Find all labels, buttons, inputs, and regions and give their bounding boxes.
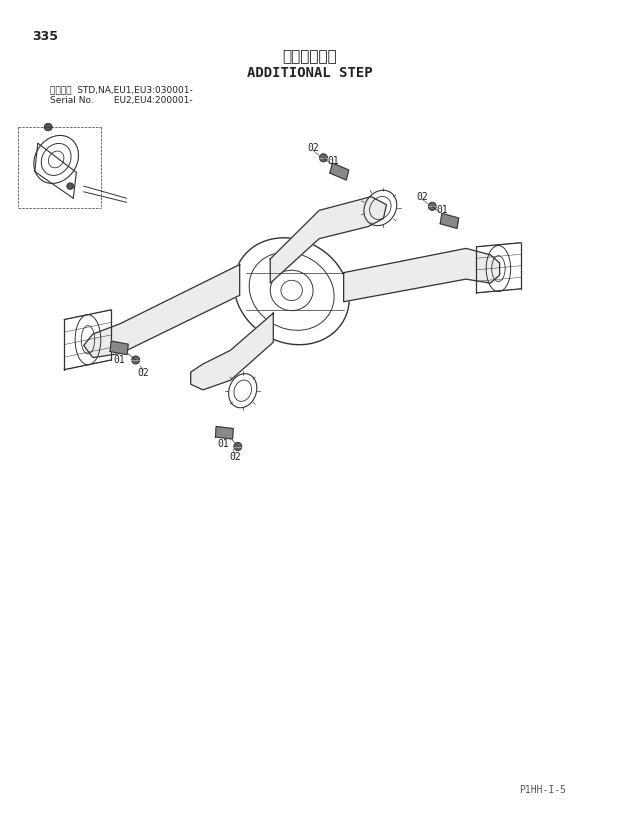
Text: 01: 01 bbox=[113, 355, 125, 365]
Polygon shape bbox=[191, 313, 273, 390]
Ellipse shape bbox=[67, 183, 74, 190]
Text: Serial No.       EU2,EU4:200001-: Serial No. EU2,EU4:200001- bbox=[50, 96, 193, 105]
Polygon shape bbox=[343, 248, 500, 301]
Text: 02: 02 bbox=[416, 192, 428, 202]
Ellipse shape bbox=[234, 443, 242, 450]
Polygon shape bbox=[216, 426, 233, 439]
Text: P1HH-I-5: P1HH-I-5 bbox=[519, 785, 566, 795]
Text: ADDITIONAL STEP: ADDITIONAL STEP bbox=[247, 65, 373, 79]
Text: 02: 02 bbox=[138, 368, 149, 378]
Ellipse shape bbox=[131, 356, 140, 364]
Text: 01: 01 bbox=[217, 439, 229, 449]
Polygon shape bbox=[440, 213, 459, 229]
Polygon shape bbox=[84, 265, 240, 358]
Ellipse shape bbox=[44, 123, 52, 131]
Ellipse shape bbox=[319, 154, 327, 162]
Text: 適用号機  STD,NA,EU1,EU3:030001-: 適用号機 STD,NA,EU1,EU3:030001- bbox=[50, 85, 193, 94]
Text: 追加ステップ: 追加ステップ bbox=[283, 50, 337, 65]
Ellipse shape bbox=[428, 203, 436, 210]
Polygon shape bbox=[270, 197, 386, 283]
Text: 02: 02 bbox=[229, 452, 241, 462]
Text: 02: 02 bbox=[307, 143, 319, 153]
Polygon shape bbox=[110, 341, 128, 355]
Polygon shape bbox=[330, 163, 348, 180]
Text: 335: 335 bbox=[32, 30, 58, 43]
Text: 01: 01 bbox=[327, 156, 339, 166]
Text: 01: 01 bbox=[436, 204, 448, 215]
